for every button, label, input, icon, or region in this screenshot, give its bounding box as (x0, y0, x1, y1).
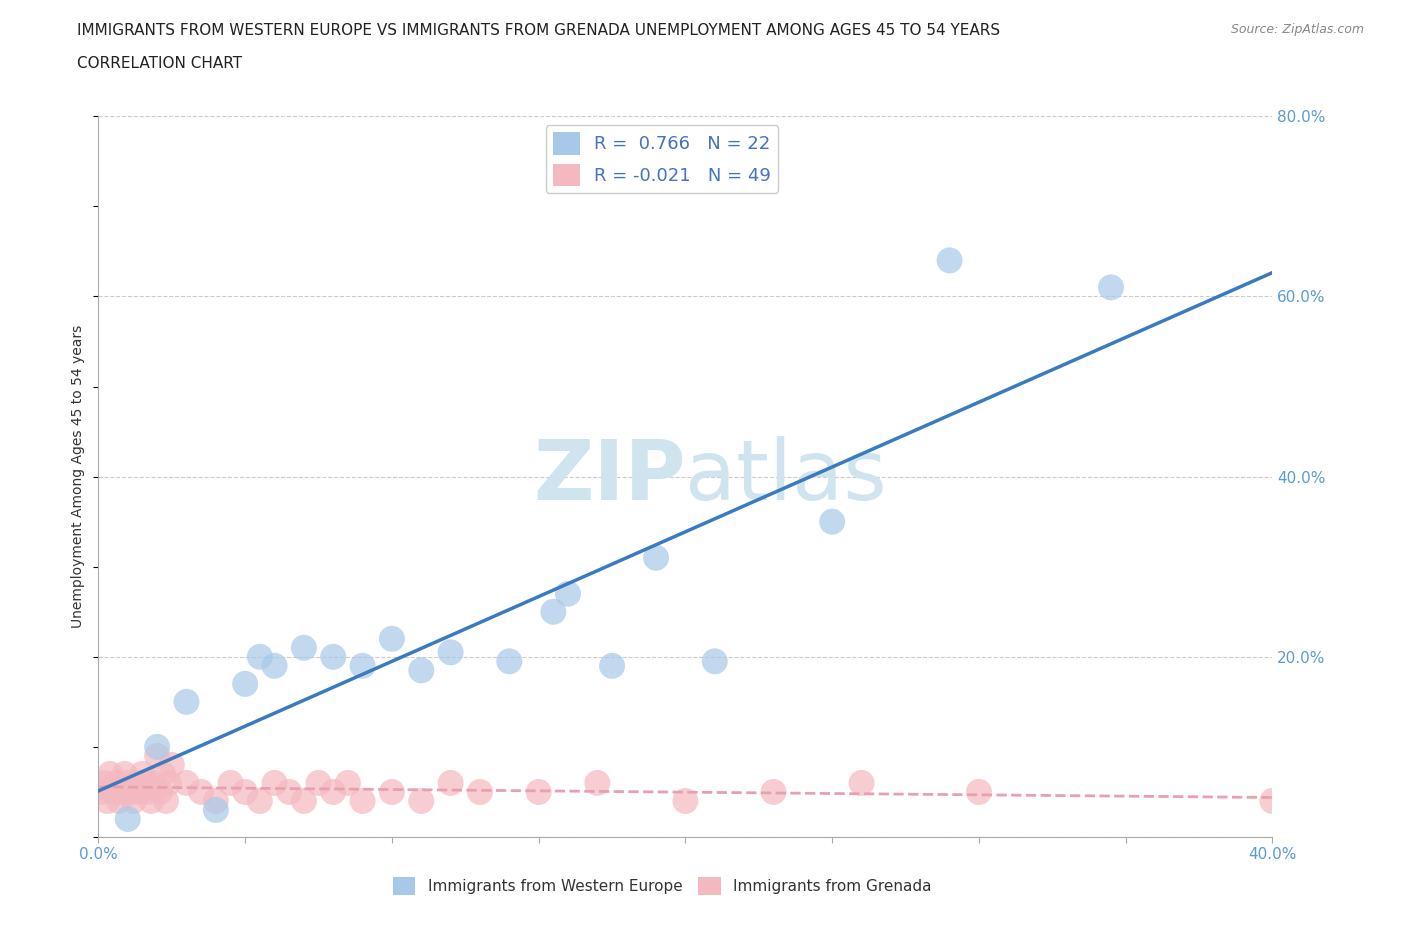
Point (292, 641, 315, 656)
Point (851, 776, 873, 790)
Point (527, 785, 550, 800)
Point (160, 757, 183, 772)
Point (117, 812, 139, 827)
Point (190, 785, 212, 800)
Point (149, 785, 172, 800)
Point (249, 793, 271, 808)
Point (233, 785, 256, 800)
Point (176, 695, 198, 710)
Point (233, 676, 256, 691)
Text: Source: ZipAtlas.com: Source: ZipAtlas.com (1230, 23, 1364, 36)
Point (105, 776, 128, 790)
Point (176, 776, 198, 790)
Point (762, 785, 785, 800)
Point (557, 586, 579, 601)
Point (117, 776, 139, 790)
Text: ZIP: ZIP (533, 436, 686, 517)
Point (381, 631, 404, 646)
Point (263, 776, 285, 790)
Point (1099, 280, 1122, 295)
Point (675, 793, 697, 808)
Point (278, 785, 301, 800)
Point (381, 785, 404, 800)
Point (114, 766, 136, 781)
Point (205, 803, 228, 817)
Y-axis label: Unemployment Among Ages 45 to 54 years: Unemployment Among Ages 45 to 54 years (72, 325, 86, 629)
Point (146, 749, 169, 764)
Point (90, 785, 112, 800)
Text: atlas: atlas (686, 436, 887, 517)
Point (821, 514, 844, 529)
Point (322, 649, 344, 664)
Point (249, 649, 271, 664)
Point (645, 551, 668, 565)
Point (967, 785, 990, 800)
Point (468, 785, 491, 800)
Point (111, 785, 134, 800)
Point (134, 776, 156, 790)
Point (600, 658, 623, 673)
Point (586, 776, 609, 790)
Point (308, 776, 330, 790)
Point (440, 644, 463, 659)
Point (141, 793, 163, 808)
Point (292, 793, 315, 808)
Point (98, 766, 121, 781)
Point (219, 776, 242, 790)
Point (128, 785, 150, 800)
Legend: Immigrants from Western Europe, Immigrants from Grenada: Immigrants from Western Europe, Immigran… (387, 870, 938, 901)
Point (205, 793, 228, 808)
Point (93, 776, 115, 790)
Point (131, 766, 153, 781)
Point (143, 776, 166, 790)
Point (146, 739, 169, 754)
Point (703, 654, 725, 669)
Text: IMMIGRANTS FROM WESTERN EUROPE VS IMMIGRANTS FROM GRENADA UNEMPLOYMENT AMONG AGE: IMMIGRANTS FROM WESTERN EUROPE VS IMMIGR… (77, 23, 1001, 38)
Point (125, 776, 148, 790)
Point (938, 253, 960, 268)
Point (155, 793, 177, 808)
Point (543, 604, 565, 619)
Text: CORRELATION CHART: CORRELATION CHART (77, 56, 242, 71)
Point (411, 793, 433, 808)
Point (152, 766, 174, 781)
Point (108, 793, 131, 808)
Point (157, 776, 180, 790)
Point (352, 658, 374, 673)
Point (411, 663, 433, 678)
Point (263, 658, 285, 673)
Point (498, 654, 520, 669)
Point (1261, 793, 1284, 808)
Point (101, 785, 124, 800)
Point (122, 793, 145, 808)
Point (96, 793, 118, 808)
Point (136, 785, 159, 800)
Point (440, 776, 463, 790)
Point (336, 776, 359, 790)
Point (322, 785, 344, 800)
Point (352, 793, 374, 808)
Point (120, 785, 142, 800)
